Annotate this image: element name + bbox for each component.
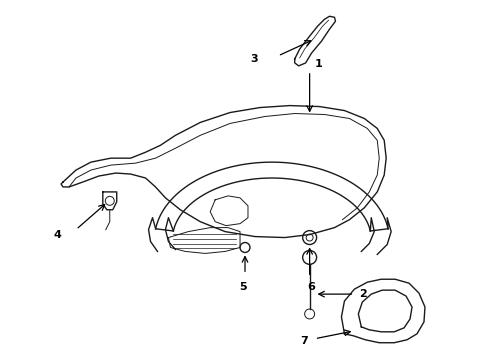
Text: 3: 3	[250, 54, 258, 64]
Text: 5: 5	[239, 282, 247, 292]
Text: 6: 6	[308, 282, 316, 292]
Text: 1: 1	[315, 59, 322, 69]
Text: 7: 7	[300, 336, 308, 346]
Text: 4: 4	[53, 230, 61, 239]
Text: 2: 2	[359, 289, 367, 299]
